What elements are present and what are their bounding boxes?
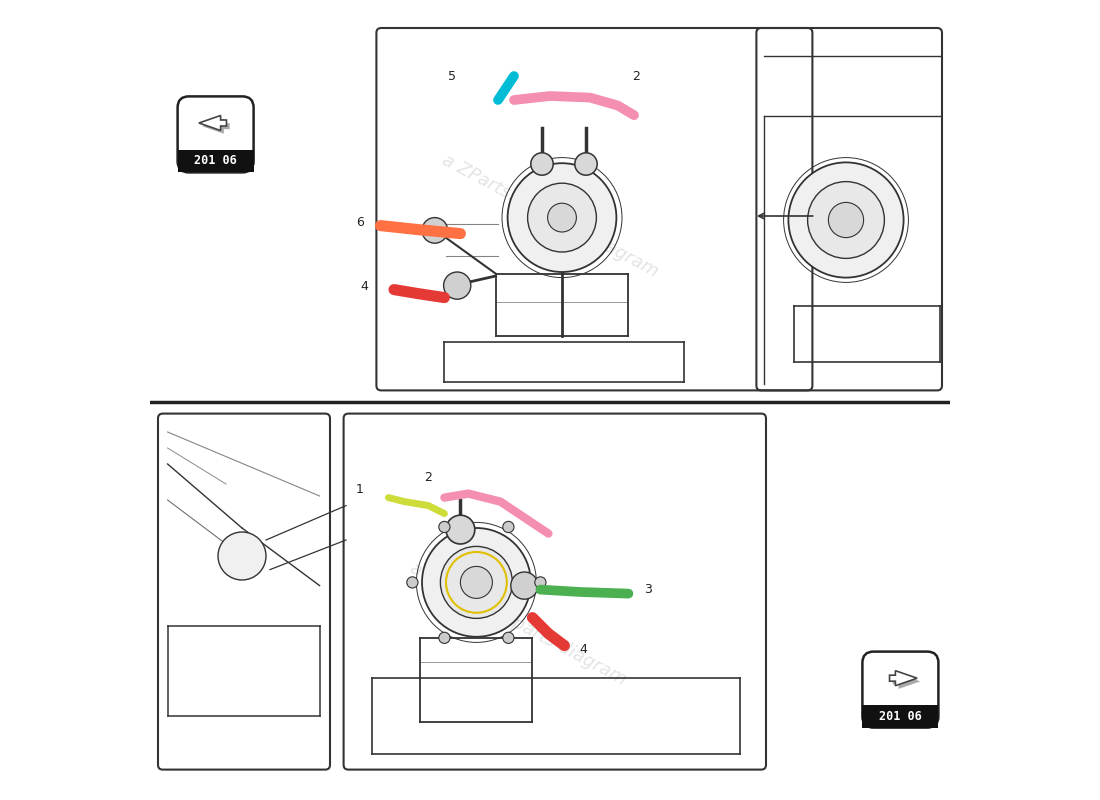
Text: 1: 1 bbox=[355, 483, 363, 496]
Circle shape bbox=[422, 218, 448, 243]
Circle shape bbox=[789, 162, 903, 278]
Circle shape bbox=[535, 577, 546, 588]
Circle shape bbox=[507, 163, 616, 272]
Circle shape bbox=[828, 202, 864, 238]
Polygon shape bbox=[199, 115, 227, 130]
Circle shape bbox=[440, 546, 513, 618]
Circle shape bbox=[439, 632, 450, 643]
Circle shape bbox=[422, 528, 531, 637]
Circle shape bbox=[510, 572, 538, 599]
Circle shape bbox=[443, 272, 471, 299]
Text: 2: 2 bbox=[425, 471, 432, 484]
Circle shape bbox=[218, 532, 266, 580]
Bar bbox=[862, 705, 938, 728]
Circle shape bbox=[461, 566, 493, 598]
Text: 3: 3 bbox=[644, 583, 651, 596]
Polygon shape bbox=[202, 118, 230, 134]
Text: 6: 6 bbox=[355, 216, 363, 229]
Polygon shape bbox=[893, 674, 921, 689]
Text: 2: 2 bbox=[632, 70, 640, 82]
Text: 5: 5 bbox=[449, 70, 456, 82]
Text: a ZParts.net parts diagram: a ZParts.net parts diagram bbox=[407, 559, 629, 689]
Circle shape bbox=[446, 515, 475, 544]
Text: 4: 4 bbox=[580, 643, 587, 656]
Circle shape bbox=[528, 183, 596, 252]
Text: 201 06: 201 06 bbox=[879, 710, 922, 722]
Circle shape bbox=[503, 632, 514, 643]
Text: 201 06: 201 06 bbox=[195, 154, 236, 167]
Circle shape bbox=[531, 153, 553, 175]
Text: a ZParts.net parts diagram: a ZParts.net parts diagram bbox=[439, 151, 661, 281]
Polygon shape bbox=[890, 670, 917, 686]
FancyBboxPatch shape bbox=[177, 97, 254, 172]
Circle shape bbox=[407, 577, 418, 588]
Circle shape bbox=[548, 203, 576, 232]
FancyBboxPatch shape bbox=[862, 651, 938, 728]
Text: 4: 4 bbox=[361, 280, 368, 293]
Circle shape bbox=[575, 153, 597, 175]
Bar bbox=[177, 150, 254, 172]
Circle shape bbox=[439, 522, 450, 533]
Circle shape bbox=[503, 522, 514, 533]
Circle shape bbox=[807, 182, 884, 258]
